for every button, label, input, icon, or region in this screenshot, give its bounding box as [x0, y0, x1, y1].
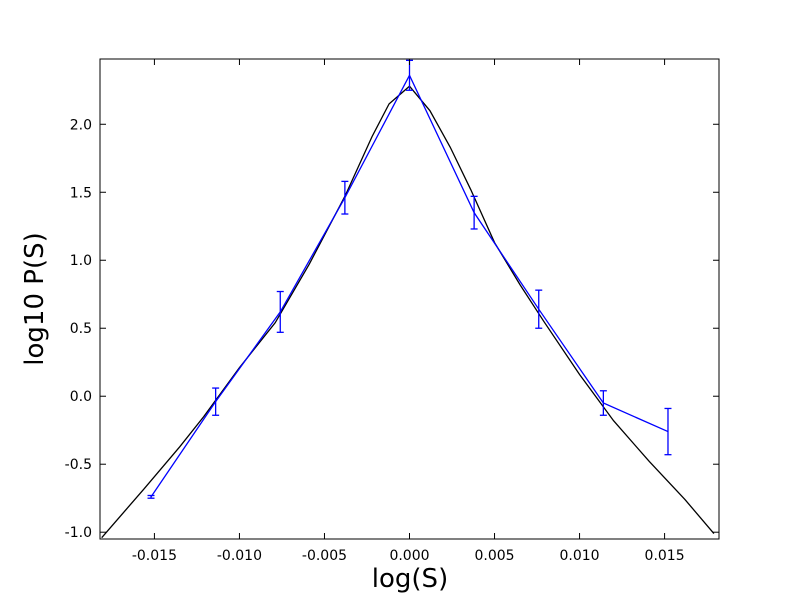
- x-tick-label: -0.015: [132, 548, 177, 564]
- x-tick-label: 0.005: [474, 548, 514, 564]
- y-axis-title: log10 P(S): [20, 232, 50, 365]
- x-tick-label: 0.000: [389, 548, 429, 564]
- y-tick-label: 1.0: [70, 253, 92, 269]
- x-tick-label: -0.005: [302, 548, 347, 564]
- y-tick-label: 0.0: [70, 389, 92, 405]
- y-tick-label: -0.5: [65, 457, 92, 473]
- error-bar: [341, 180, 349, 215]
- error-bar: [147, 494, 155, 499]
- error-bar: [212, 387, 220, 416]
- plot-marks: [101, 59, 715, 539]
- error-bar: [599, 390, 607, 416]
- y-tick-label: 0.5: [70, 321, 92, 337]
- x-axis-title: log(S): [372, 564, 448, 594]
- x-tick-label: 0.010: [560, 548, 600, 564]
- plot-area: [100, 59, 719, 539]
- x-tick-label: -0.010: [217, 548, 262, 564]
- error-bar: [276, 290, 284, 333]
- y-tick-label: -1.0: [65, 525, 92, 541]
- error-bar: [470, 195, 478, 230]
- y-tick-label: 2.0: [70, 117, 92, 133]
- y-tick-label: 1.5: [70, 185, 92, 201]
- error-bar: [535, 289, 543, 329]
- x-tick-label: 0.015: [645, 548, 685, 564]
- error-bar: [664, 407, 672, 456]
